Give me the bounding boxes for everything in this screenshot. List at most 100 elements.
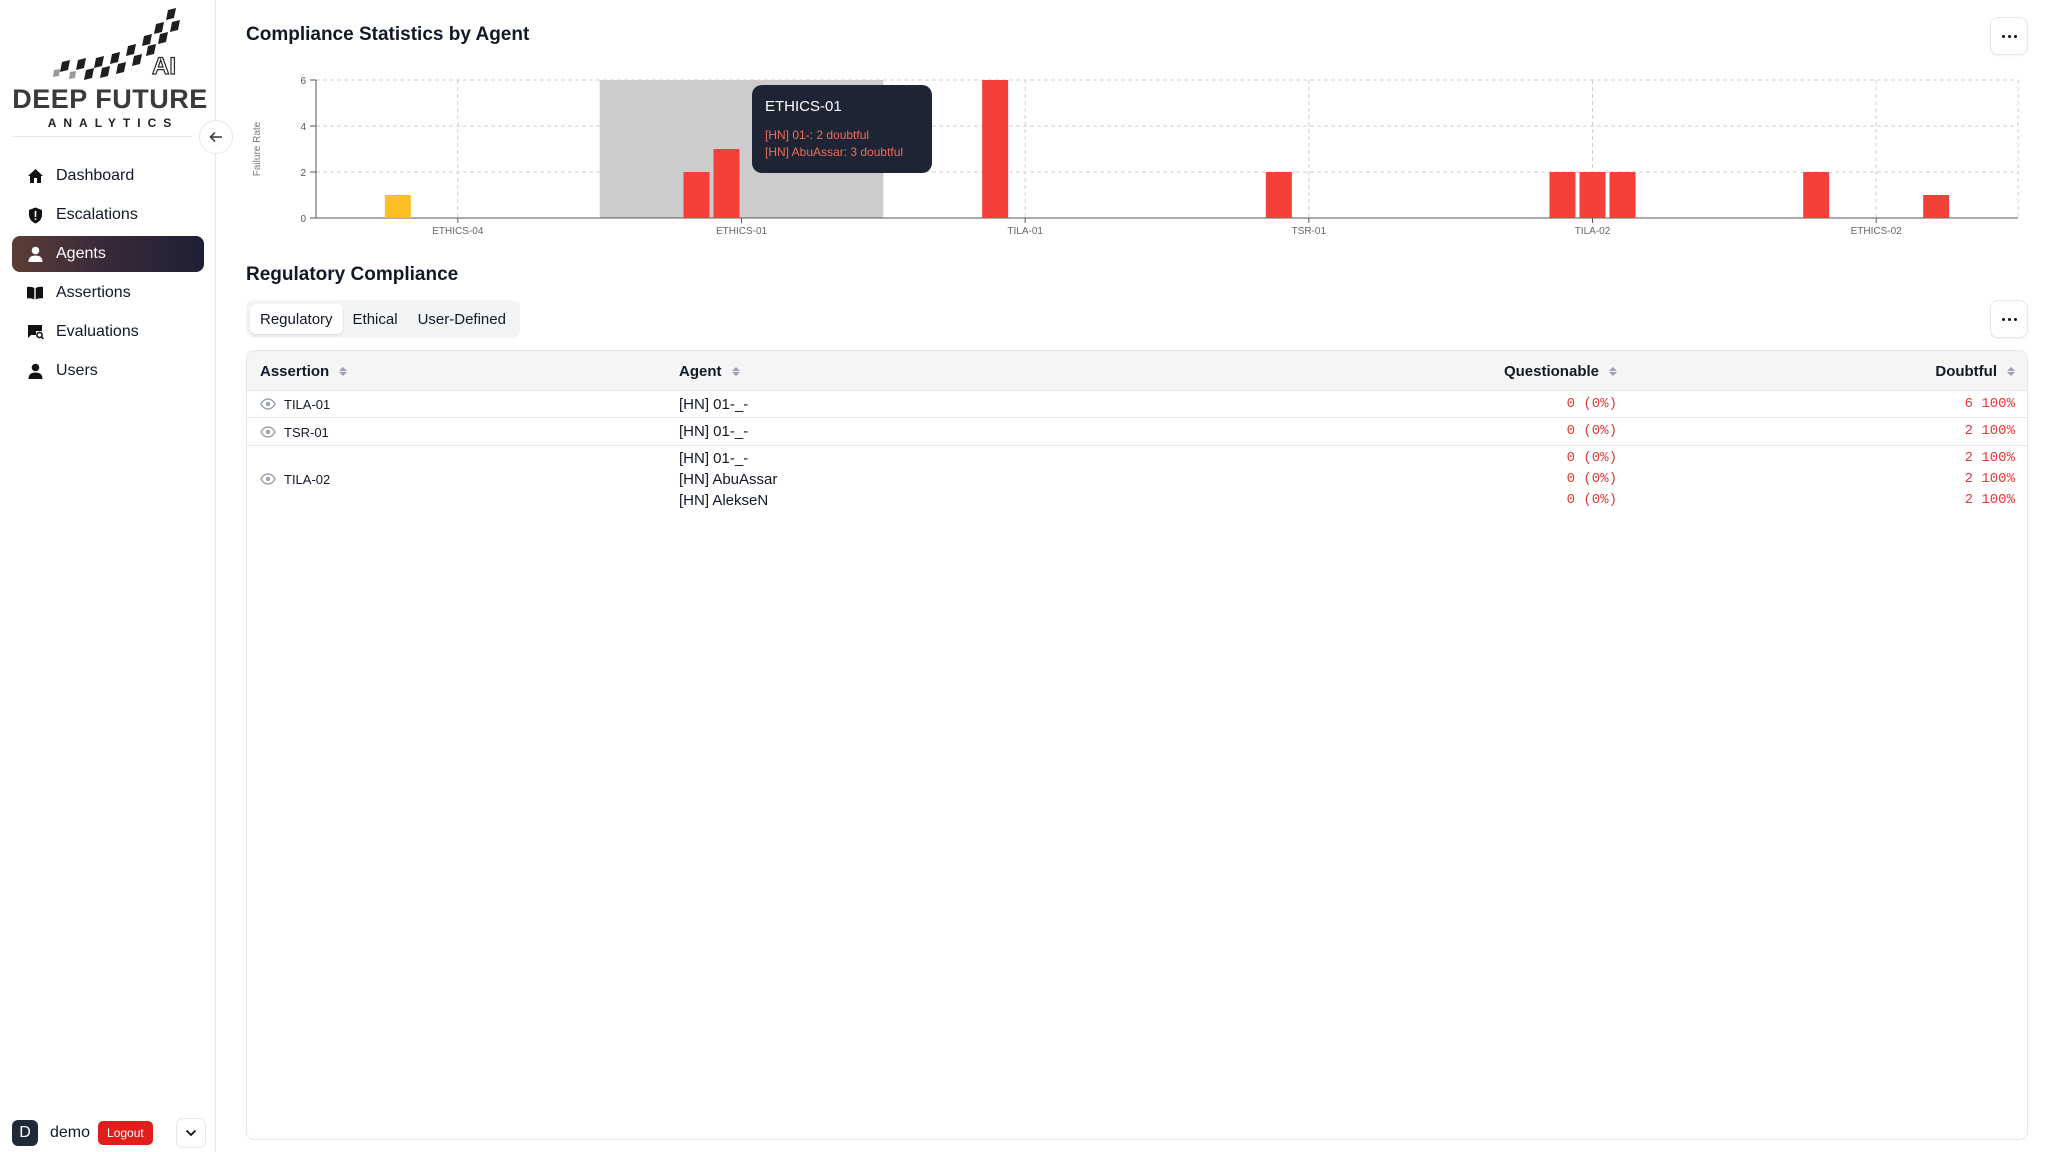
sort-icon [1609, 366, 1617, 376]
tooltip-title: ETHICS-01 [765, 98, 842, 115]
column-label: Doubtful [1935, 362, 1997, 380]
eye-icon[interactable] [260, 396, 276, 412]
assertion-cell: TILA-02 [260, 471, 330, 487]
column-header-doubtful[interactable]: Doubtful [1935, 351, 2015, 391]
questionable-cell: 0 (0%) 0 (0%) 0 (0%) [1567, 448, 1617, 511]
column-label: Agent [679, 362, 722, 380]
sidebar-divider [12, 136, 192, 137]
assertion-name: TILA-01 [284, 396, 331, 412]
book-icon [26, 284, 44, 302]
y-tick-label: 6 [300, 76, 306, 87]
sidebar: AI DEEP FUTURE ANALYTICS Dashboard Escal… [0, 0, 216, 1152]
y-axis-label: Failure Rate [252, 121, 263, 176]
questionable-value: 0 (0%) [1566, 396, 1617, 412]
assertion-cell: TILA-01 [260, 396, 330, 412]
y-tick-label: 4 [300, 122, 306, 133]
bar [1803, 172, 1830, 218]
bar [384, 195, 411, 218]
questionable-value: 0 (0%) [1566, 492, 1617, 508]
bar [1609, 172, 1636, 218]
tab-regulatory[interactable]: Regulatory [250, 304, 343, 334]
checkered-flag-logo-icon: AI [53, 8, 180, 81]
stats-chart: 0 2 4 6 ETHICS-04 ETHICS-01 TILA-01 TSR-01 TILA-… [246, 68, 2028, 243]
doubtful-value: 2 100% [1964, 423, 2015, 439]
brand-name: DEEP FUTURE [12, 84, 208, 114]
doubtful-cell: 2 100% 2 100% 2 100% [1965, 448, 2015, 511]
column-header-questionable[interactable]: Questionable [1504, 351, 1617, 391]
agent-name: [HN] 01-_- [679, 450, 749, 467]
compliance-more-button[interactable] [1990, 300, 2028, 338]
user-menu-button[interactable] [176, 1118, 206, 1148]
tooltip-line: [HN] 01-: 2 doubtful [765, 128, 870, 142]
doubtful-value: 2 100% [1964, 471, 2015, 487]
column-header-assertion[interactable]: Assertion [260, 351, 348, 391]
sidebar-item-dashboard[interactable]: Dashboard [12, 158, 204, 194]
chevron-down-icon [185, 1129, 197, 1137]
x-tick-label: TILA-01 [1007, 226, 1043, 237]
stats-more-button[interactable] [1990, 17, 2028, 55]
doubtful-value: 2 100% [1964, 450, 2015, 466]
tab-user-defined[interactable]: User-Defined [417, 310, 506, 328]
questionable-cell: 0 (0%) [1567, 394, 1617, 415]
home-icon [26, 167, 44, 185]
bar [1549, 172, 1576, 218]
agent-name: [HN] AbuAssar [679, 471, 778, 488]
table-row[interactable]: TILA-02 [HN] 01-_- [HN] AbuAssar [HN] Al… [247, 446, 2027, 514]
eye-icon[interactable] [260, 424, 276, 440]
brand-logo[interactable]: AI DEEP FUTURE ANALYTICS [12, 8, 208, 130]
bar [683, 172, 710, 218]
bar [1265, 172, 1292, 218]
x-tick-label: TSR-01 [1292, 226, 1327, 237]
questionable-cell: 0 (0%) [1567, 421, 1617, 442]
assertion-cell: TSR-01 [260, 424, 329, 440]
sidebar-item-escalations[interactable]: Escalations [12, 197, 204, 233]
eye-icon[interactable] [260, 471, 276, 487]
doubtful-cell: 2 100% [1965, 421, 2015, 442]
sidebar-item-agents[interactable]: Agents [12, 236, 204, 272]
sidebar-item-label: Agents [56, 245, 106, 262]
bar [1923, 195, 1950, 218]
user-bar: D demo Logout [12, 1118, 206, 1148]
y-tick-label: 2 [300, 168, 306, 179]
compliance-tabs: Regulatory Ethical User-Defined [246, 300, 520, 338]
more-dots-icon [2001, 34, 2005, 38]
y-tick-label: 0 [300, 214, 306, 225]
x-tick-label: ETHICS-04 [432, 226, 484, 237]
sidebar-item-evaluations[interactable]: Evaluations [12, 314, 204, 350]
tooltip-line: [HN] AbuAssar: 3 doubtful [765, 145, 904, 159]
sidebar-item-label: Users [56, 362, 98, 379]
compliance-table: Assertion Agent Questionable Doubtful [246, 350, 2028, 1140]
column-label: Assertion [260, 362, 330, 380]
bar [713, 149, 740, 218]
shield-icon [26, 206, 44, 224]
questionable-value: 0 (0%) [1566, 450, 1617, 466]
column-header-agent[interactable]: Agent [679, 351, 740, 391]
agent-cell: [HN] 01-_- [679, 394, 748, 415]
agent-cell: [HN] 01-_- [679, 421, 748, 442]
stats-title: Compliance Statistics by Agent [246, 24, 530, 45]
sidebar-item-label: Escalations [56, 206, 138, 223]
sort-icon [2007, 366, 2015, 376]
assertion-name: TSR-01 [284, 424, 329, 440]
sidebar-item-label: Dashboard [56, 167, 135, 184]
agent-name: [HN] AlekseN [679, 492, 769, 509]
x-tick-label: ETHICS-02 [1851, 226, 1903, 237]
avatar[interactable]: D [12, 1120, 38, 1146]
tab-ethical[interactable]: Ethical [352, 310, 398, 328]
table-header: Assertion Agent Questionable Doubtful [247, 351, 2027, 391]
table-row[interactable]: TILA-01 [HN] 01-_- 0 (0%) 6 100% [247, 391, 2027, 418]
agent-name: [HN] 01-_- [679, 423, 749, 440]
doubtful-cell: 6 100% [1965, 394, 2015, 415]
username: demo [50, 1124, 91, 1141]
sidebar-item-users[interactable]: Users [12, 353, 204, 389]
column-label: Questionable [1503, 362, 1599, 380]
collapse-sidebar-button[interactable] [199, 120, 233, 154]
compliance-title: Regulatory Compliance [246, 264, 459, 285]
sidebar-item-assertions[interactable]: Assertions [12, 275, 204, 311]
sidebar-item-label: Evaluations [56, 323, 139, 340]
table-row[interactable]: TSR-01 [HN] 01-_- 0 (0%) 2 100% [247, 418, 2027, 446]
svg-text:AI: AI [152, 53, 176, 80]
logout-button[interactable]: Logout [98, 1121, 153, 1145]
evaluation-icon [26, 323, 44, 341]
x-tick-label: TILA-02 [1575, 226, 1611, 237]
